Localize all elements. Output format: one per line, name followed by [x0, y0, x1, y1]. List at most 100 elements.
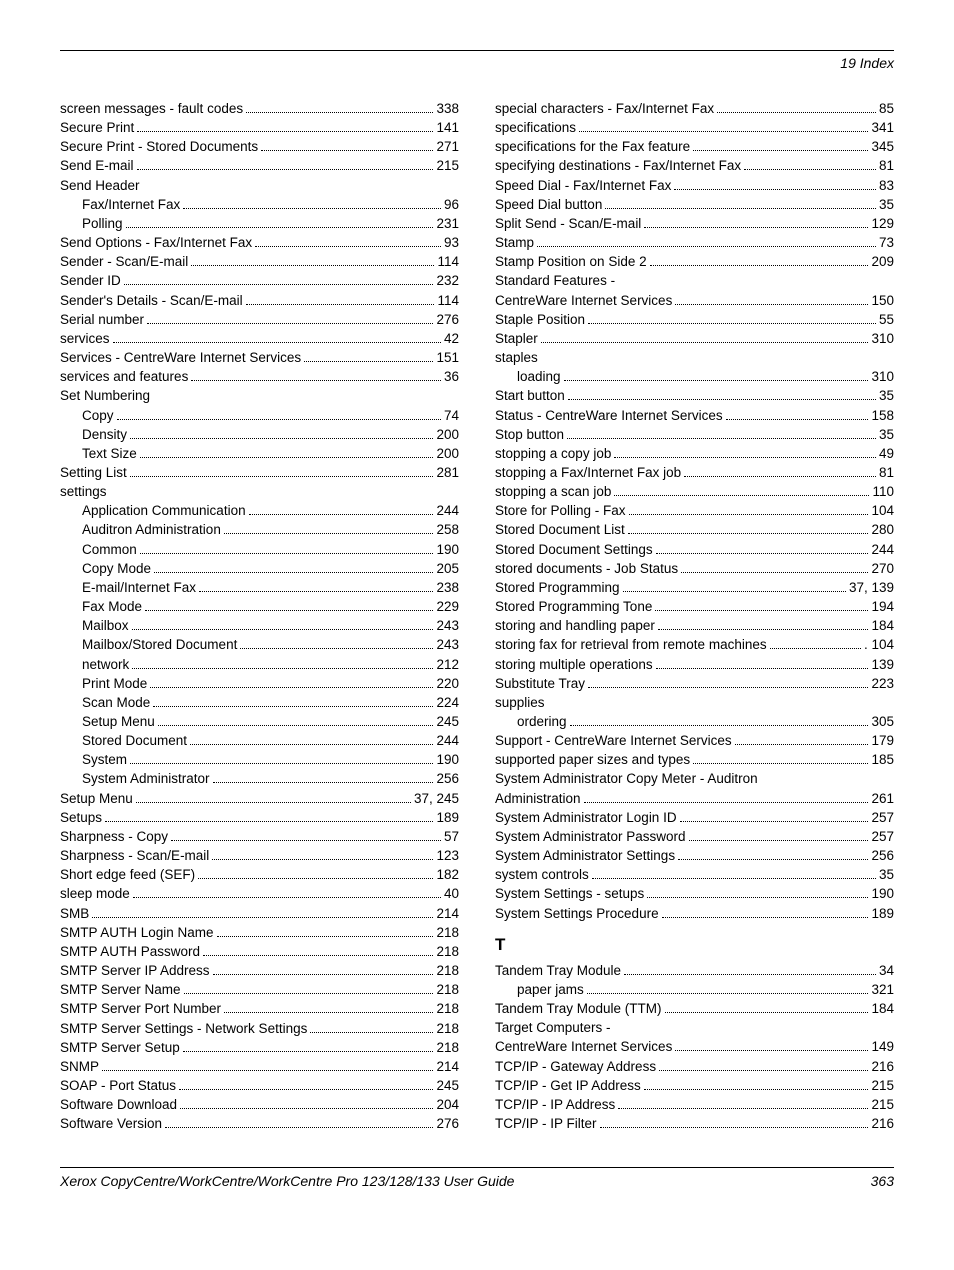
index-entry-label: specifications [495, 118, 576, 137]
leader-dots [136, 802, 411, 803]
index-entry-page: 261 [871, 789, 894, 808]
leader-dots [614, 457, 876, 458]
index-entry-page: 310 [871, 329, 894, 348]
index-entry-page: 200 [436, 425, 459, 444]
leader-dots [623, 591, 846, 592]
index-entry-label: Sharpness - Scan/E-mail [60, 846, 209, 865]
index-entry: System Administrator Password 257 [495, 827, 894, 846]
index-right-column: special characters - Fax/Internet Fax 85… [495, 99, 894, 1133]
leader-dots [137, 131, 433, 132]
leader-dots [199, 591, 433, 592]
index-entry: Tandem Tray Module (TTM) 184 [495, 999, 894, 1018]
index-entry: System Administrator Copy Meter - Auditr… [495, 769, 894, 788]
index-entry: Stapler 310 [495, 329, 894, 348]
index-entry-page: 258 [436, 520, 459, 539]
index-entry-label: storing multiple operations [495, 655, 653, 674]
leader-dots [130, 763, 433, 764]
leader-dots [675, 304, 868, 305]
index-entry-label: Copy Mode [82, 559, 151, 578]
index-entry: stopping a Fax/Internet Fax job 81 [495, 463, 894, 482]
index-entry: SMB 214 [60, 904, 459, 923]
index-entry: Setups 189 [60, 808, 459, 827]
leader-dots [579, 131, 868, 132]
index-entry: Copy Mode 205 [60, 559, 459, 578]
index-entry-page: 190 [436, 540, 459, 559]
index-entry: Send Header [60, 176, 459, 195]
index-entry-page: 243 [436, 635, 459, 654]
index-entry: stored documents - Job Status 270 [495, 559, 894, 578]
index-entry-label: SMTP Server IP Address [60, 961, 210, 980]
index-entry: storing multiple operations 139 [495, 655, 894, 674]
leader-dots [567, 438, 876, 439]
index-entry-page: 85 [879, 99, 894, 118]
index-entry: paper jams 321 [495, 980, 894, 999]
index-entry: System Administrator Settings 256 [495, 846, 894, 865]
leader-dots [102, 1070, 433, 1071]
leader-dots [600, 1127, 869, 1128]
index-entry: Fax Mode 229 [60, 597, 459, 616]
index-entry: supported paper sizes and types 185 [495, 750, 894, 769]
index-entry-page: 190 [871, 884, 894, 903]
index-entry-label: services [60, 329, 110, 348]
index-entry-label: Print Mode [82, 674, 147, 693]
index-entry-page: 194 [871, 597, 894, 616]
index-entry-label: Stored Programming [495, 578, 620, 597]
leader-dots [158, 725, 434, 726]
index-entry-label: Copy [82, 406, 114, 425]
index-entry-label: staples [495, 348, 538, 367]
index-entry-page: 218 [436, 942, 459, 961]
index-entry-label: stopping a copy job [495, 444, 611, 463]
index-entry: network 212 [60, 655, 459, 674]
index-entry-page: 200 [436, 444, 459, 463]
index-entry-page: 212 [436, 655, 459, 674]
index-entry-label: stopping a scan job [495, 482, 611, 501]
section-heading: T [495, 933, 894, 957]
index-entry-label: Store for Polling - Fax [495, 501, 626, 520]
index-entry-page: 256 [436, 769, 459, 788]
index-entry-label: SMTP Server Setup [60, 1038, 180, 1057]
index-entry: Standard Features - [495, 271, 894, 290]
index-entry-label: Setup Menu [82, 712, 155, 731]
index-entry-page: 245 [436, 712, 459, 731]
index-entry-label: Send E-mail [60, 156, 134, 175]
index-entry-label: services and features [60, 367, 188, 386]
index-entry: Substitute Tray 223 [495, 674, 894, 693]
index-entry-page: 209 [871, 252, 894, 271]
index-entry: SMTP Server Port Number 218 [60, 999, 459, 1018]
index-entry-label: Tandem Tray Module (TTM) [495, 999, 662, 1018]
leader-dots [179, 1089, 433, 1090]
index-entry: System Administrator 256 [60, 769, 459, 788]
index-entry-page: 256 [871, 846, 894, 865]
index-entry-page: 190 [436, 750, 459, 769]
index-entry-label: System Settings Procedure [495, 904, 659, 923]
leader-dots [693, 763, 868, 764]
index-entry-page: 40 [444, 884, 459, 903]
index-entry-label: Stored Document Settings [495, 540, 653, 559]
index-entry-label: CentreWare Internet Services [495, 1037, 672, 1056]
index-entry-label: Setup Menu [60, 789, 133, 808]
leader-dots [217, 936, 434, 937]
index-entry: Secure Print 141 [60, 118, 459, 137]
index-entry: CentreWare Internet Services 149 [495, 1037, 894, 1056]
index-entry-label: Polling [82, 214, 123, 233]
index-columns: screen messages - fault codes 338Secure … [60, 99, 894, 1133]
index-entry: SMTP AUTH Password 218 [60, 942, 459, 961]
leader-dots [140, 457, 434, 458]
index-entry-label: Density [82, 425, 127, 444]
leader-dots [656, 553, 869, 554]
index-entry-page: 310 [871, 367, 894, 386]
leader-dots [568, 399, 876, 400]
index-entry: SMTP Server Setup 218 [60, 1038, 459, 1057]
index-entry: loading 310 [495, 367, 894, 386]
index-entry-label: Status - CentreWare Internet Services [495, 406, 723, 425]
leader-dots [261, 150, 433, 151]
leader-dots [310, 1032, 433, 1033]
leader-dots [171, 840, 441, 841]
leader-dots [618, 1108, 868, 1109]
index-entry-page: 216 [871, 1057, 894, 1076]
index-entry-page: 214 [436, 1057, 459, 1076]
index-entry-page: 96 [444, 195, 459, 214]
index-entry-label: storing and handling paper [495, 616, 655, 635]
index-entry: Software Version 276 [60, 1114, 459, 1133]
index-entry: Stored Document 244 [60, 731, 459, 750]
